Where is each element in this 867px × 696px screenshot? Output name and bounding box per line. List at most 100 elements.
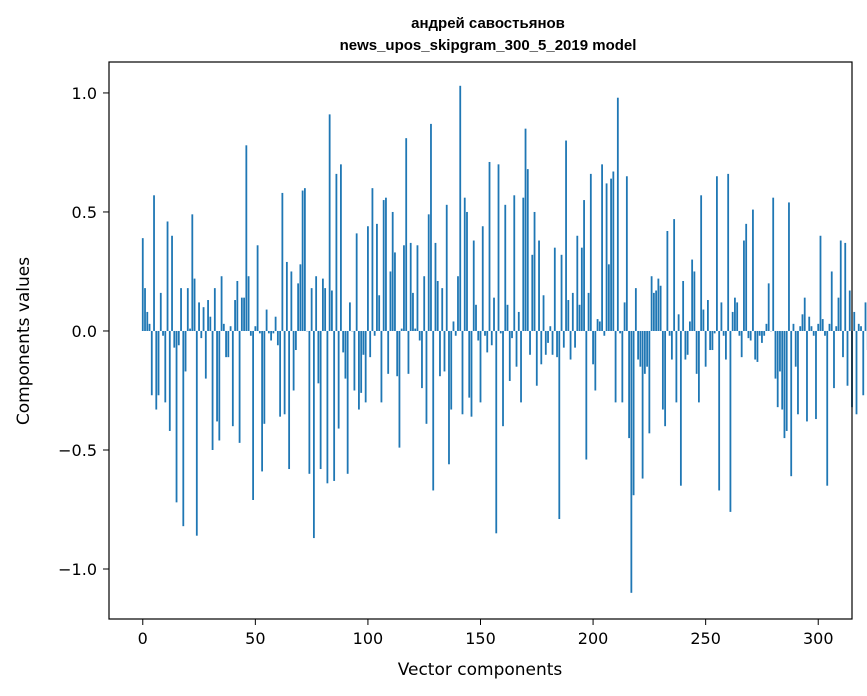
bar: [848, 290, 851, 331]
bar: [580, 247, 583, 331]
bar: [614, 330, 617, 403]
bar: [371, 188, 374, 331]
y-axis-label: Components values: [14, 257, 34, 425]
bar: [488, 161, 491, 331]
bar: [276, 330, 279, 346]
bar: [202, 307, 205, 331]
bar: [171, 235, 173, 331]
bar: [727, 173, 730, 331]
bar: [607, 264, 610, 331]
y-tick-label: 1.0: [72, 84, 97, 103]
bar: [842, 330, 844, 358]
bar: [283, 330, 286, 415]
bar: [574, 330, 576, 348]
bar: [772, 197, 775, 331]
bar: [263, 330, 266, 424]
bar: [299, 264, 302, 331]
bar: [571, 292, 574, 331]
bar: [358, 330, 360, 410]
bar: [677, 314, 680, 331]
bar: [285, 261, 288, 331]
bar: [815, 330, 817, 420]
bar: [864, 302, 867, 331]
bar: [319, 330, 322, 470]
bar: [184, 330, 187, 372]
bar: [308, 330, 311, 474]
bar: [252, 330, 254, 500]
bar: [628, 330, 630, 439]
bar: [360, 330, 363, 393]
x-tick-label: 150: [465, 629, 496, 648]
bar: [632, 330, 635, 496]
bar: [423, 276, 426, 331]
bar: [294, 330, 297, 351]
bar: [346, 330, 349, 474]
bar: [220, 276, 223, 331]
bar: [353, 330, 356, 391]
bar: [382, 200, 385, 331]
x-tick-label: 250: [690, 629, 721, 648]
bar: [707, 300, 709, 331]
bar: [400, 328, 403, 331]
bar: [668, 330, 671, 336]
bar: [191, 214, 194, 331]
bar: [526, 169, 529, 331]
bar: [477, 330, 480, 341]
bar: [729, 330, 732, 512]
bar: [646, 330, 649, 367]
bar: [430, 123, 432, 331]
bar: [736, 302, 739, 331]
bar: [265, 309, 268, 331]
bar: [454, 330, 457, 336]
bar: [238, 330, 241, 443]
bar: [186, 288, 189, 331]
bar: [448, 330, 450, 465]
bar: [502, 330, 504, 427]
bar: [414, 328, 417, 331]
bar: [416, 245, 419, 331]
bar: [216, 330, 218, 422]
bar: [394, 252, 396, 331]
bar: [229, 326, 232, 331]
bar: [247, 276, 250, 331]
bar: [182, 330, 185, 527]
bar: [722, 330, 725, 336]
bar: [666, 231, 669, 331]
bar: [367, 226, 369, 331]
bar: [256, 245, 259, 331]
bar: [592, 330, 594, 365]
bar: [153, 195, 155, 331]
bar: [436, 280, 439, 331]
bar: [211, 330, 214, 450]
bar: [441, 288, 444, 331]
bar: [806, 330, 808, 422]
bar: [679, 330, 682, 486]
bar: [619, 330, 621, 334]
bar: [472, 240, 475, 331]
bar: [553, 247, 556, 331]
bar: [326, 330, 329, 484]
bar: [767, 283, 770, 331]
bar: [425, 330, 428, 424]
bar: [857, 323, 860, 331]
y-tick-label: −1.0: [58, 560, 97, 579]
bar: [222, 323, 225, 331]
bar: [761, 330, 763, 343]
bar: [711, 330, 714, 351]
bar: [673, 219, 676, 331]
bar: [508, 330, 511, 381]
bar: [747, 330, 750, 339]
bar: [763, 330, 766, 336]
bar: [331, 290, 333, 331]
y-tick-label: 0.0: [72, 322, 97, 341]
bar: [560, 254, 563, 331]
bar: [144, 288, 146, 331]
bar: [522, 197, 525, 331]
bar: [303, 188, 306, 331]
bar: [774, 330, 777, 379]
bar: [743, 240, 745, 331]
bar: [808, 316, 811, 331]
bar: [434, 242, 437, 331]
x-tick-label: 300: [803, 629, 834, 648]
